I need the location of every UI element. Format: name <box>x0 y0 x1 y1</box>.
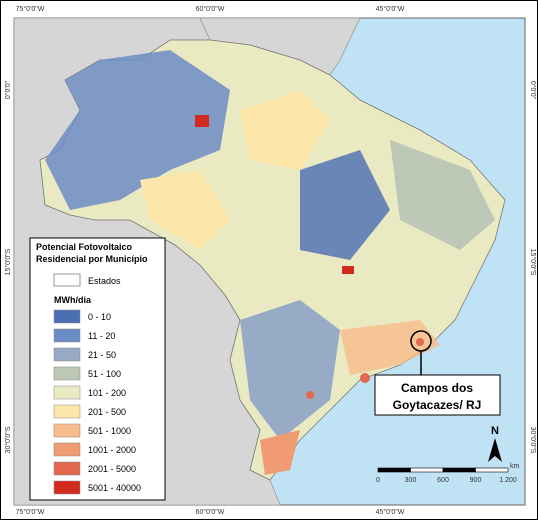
legend-box <box>29 237 166 501</box>
graticule-label: 0°0'0" <box>529 81 537 100</box>
legend-label: 5001 - 40000 <box>88 483 141 493</box>
legend-swatch <box>53 328 81 343</box>
graticule-label: 75°0'0"W <box>16 5 45 13</box>
graticule-label: 60°0'0"W <box>196 5 225 13</box>
legend-label: 2001 - 5000 <box>88 464 136 474</box>
legend-title: Residencial por Município <box>36 254 148 264</box>
legend-swatch <box>53 309 81 324</box>
legend-swatch <box>53 404 81 419</box>
legend-unit: MWh/dia <box>54 295 92 305</box>
legend-label: 501 - 1000 <box>88 426 131 436</box>
graticule: 75°0'0"W 60°0'0"W 45°0'0"W 75°0'0"W 60°0'0"W… <box>4 5 537 516</box>
graticule-label: 30°0'0"S <box>4 426 12 453</box>
callout: Campos dos Goytacazes/ RJ <box>374 330 501 416</box>
states-swatch <box>53 273 81 287</box>
north-label: N <box>491 425 499 437</box>
scale-label: 900 <box>470 477 482 484</box>
graticule-label: 60°0'0"W <box>196 508 225 516</box>
graticule-label: 30°0'0"S <box>529 427 537 454</box>
scale-unit: km <box>510 463 520 470</box>
legend-label: 21 - 50 <box>88 350 116 360</box>
brazil <box>39 39 506 481</box>
north-arrow: N <box>488 425 502 462</box>
legend-label: 101 - 200 <box>88 388 126 398</box>
legend-swatch <box>53 366 81 381</box>
legend-label: 1001 - 2000 <box>88 445 136 455</box>
legend-swatch <box>53 442 81 457</box>
legend-items: 0 - 10 11 - 20 21 - 50 51 - 100 101 - 200 201… <box>53 309 141 495</box>
legend-swatch <box>53 385 81 400</box>
graticule-label: 75°0'0"W <box>16 508 45 516</box>
scale-label: 600 <box>437 477 449 484</box>
states-label: Estados <box>88 276 121 286</box>
scale-label: 0 <box>376 477 380 484</box>
legend-label: 201 - 500 <box>88 407 126 417</box>
legend-label: 0 - 10 <box>88 312 111 322</box>
scale-segment <box>410 467 444 473</box>
legend-swatch <box>53 347 81 362</box>
scale-segment <box>442 467 476 473</box>
legend-label: 51 - 100 <box>88 369 121 379</box>
legend-swatch <box>53 423 81 438</box>
callout-text: Goytacazes/ RJ <box>393 398 482 412</box>
graticule-label: 0°0'0" <box>4 80 12 99</box>
graticule-label: 45°0'0"W <box>376 508 405 516</box>
legend: Potencial Fotovoltaico Residencial por M… <box>29 237 166 501</box>
scale-label: 1.200 <box>499 477 517 484</box>
scale-bar: 0 300 600 900 1.200 km <box>376 463 519 484</box>
graticule-label: 15°0'0"S <box>4 248 12 275</box>
legend-swatch <box>53 480 81 495</box>
scale-label: 300 <box>405 477 417 484</box>
legend-title: Potencial Fotovoltaico <box>36 242 133 252</box>
callout-text: Campos dos <box>401 381 473 395</box>
graticule-label: 45°0'0"W <box>376 5 405 13</box>
legend-swatch <box>53 461 81 476</box>
graticule-label: 15°0'0"S <box>529 249 537 276</box>
scale-segment <box>377 467 411 473</box>
scale-segment <box>475 467 509 473</box>
legend-label: 11 - 20 <box>88 331 115 341</box>
